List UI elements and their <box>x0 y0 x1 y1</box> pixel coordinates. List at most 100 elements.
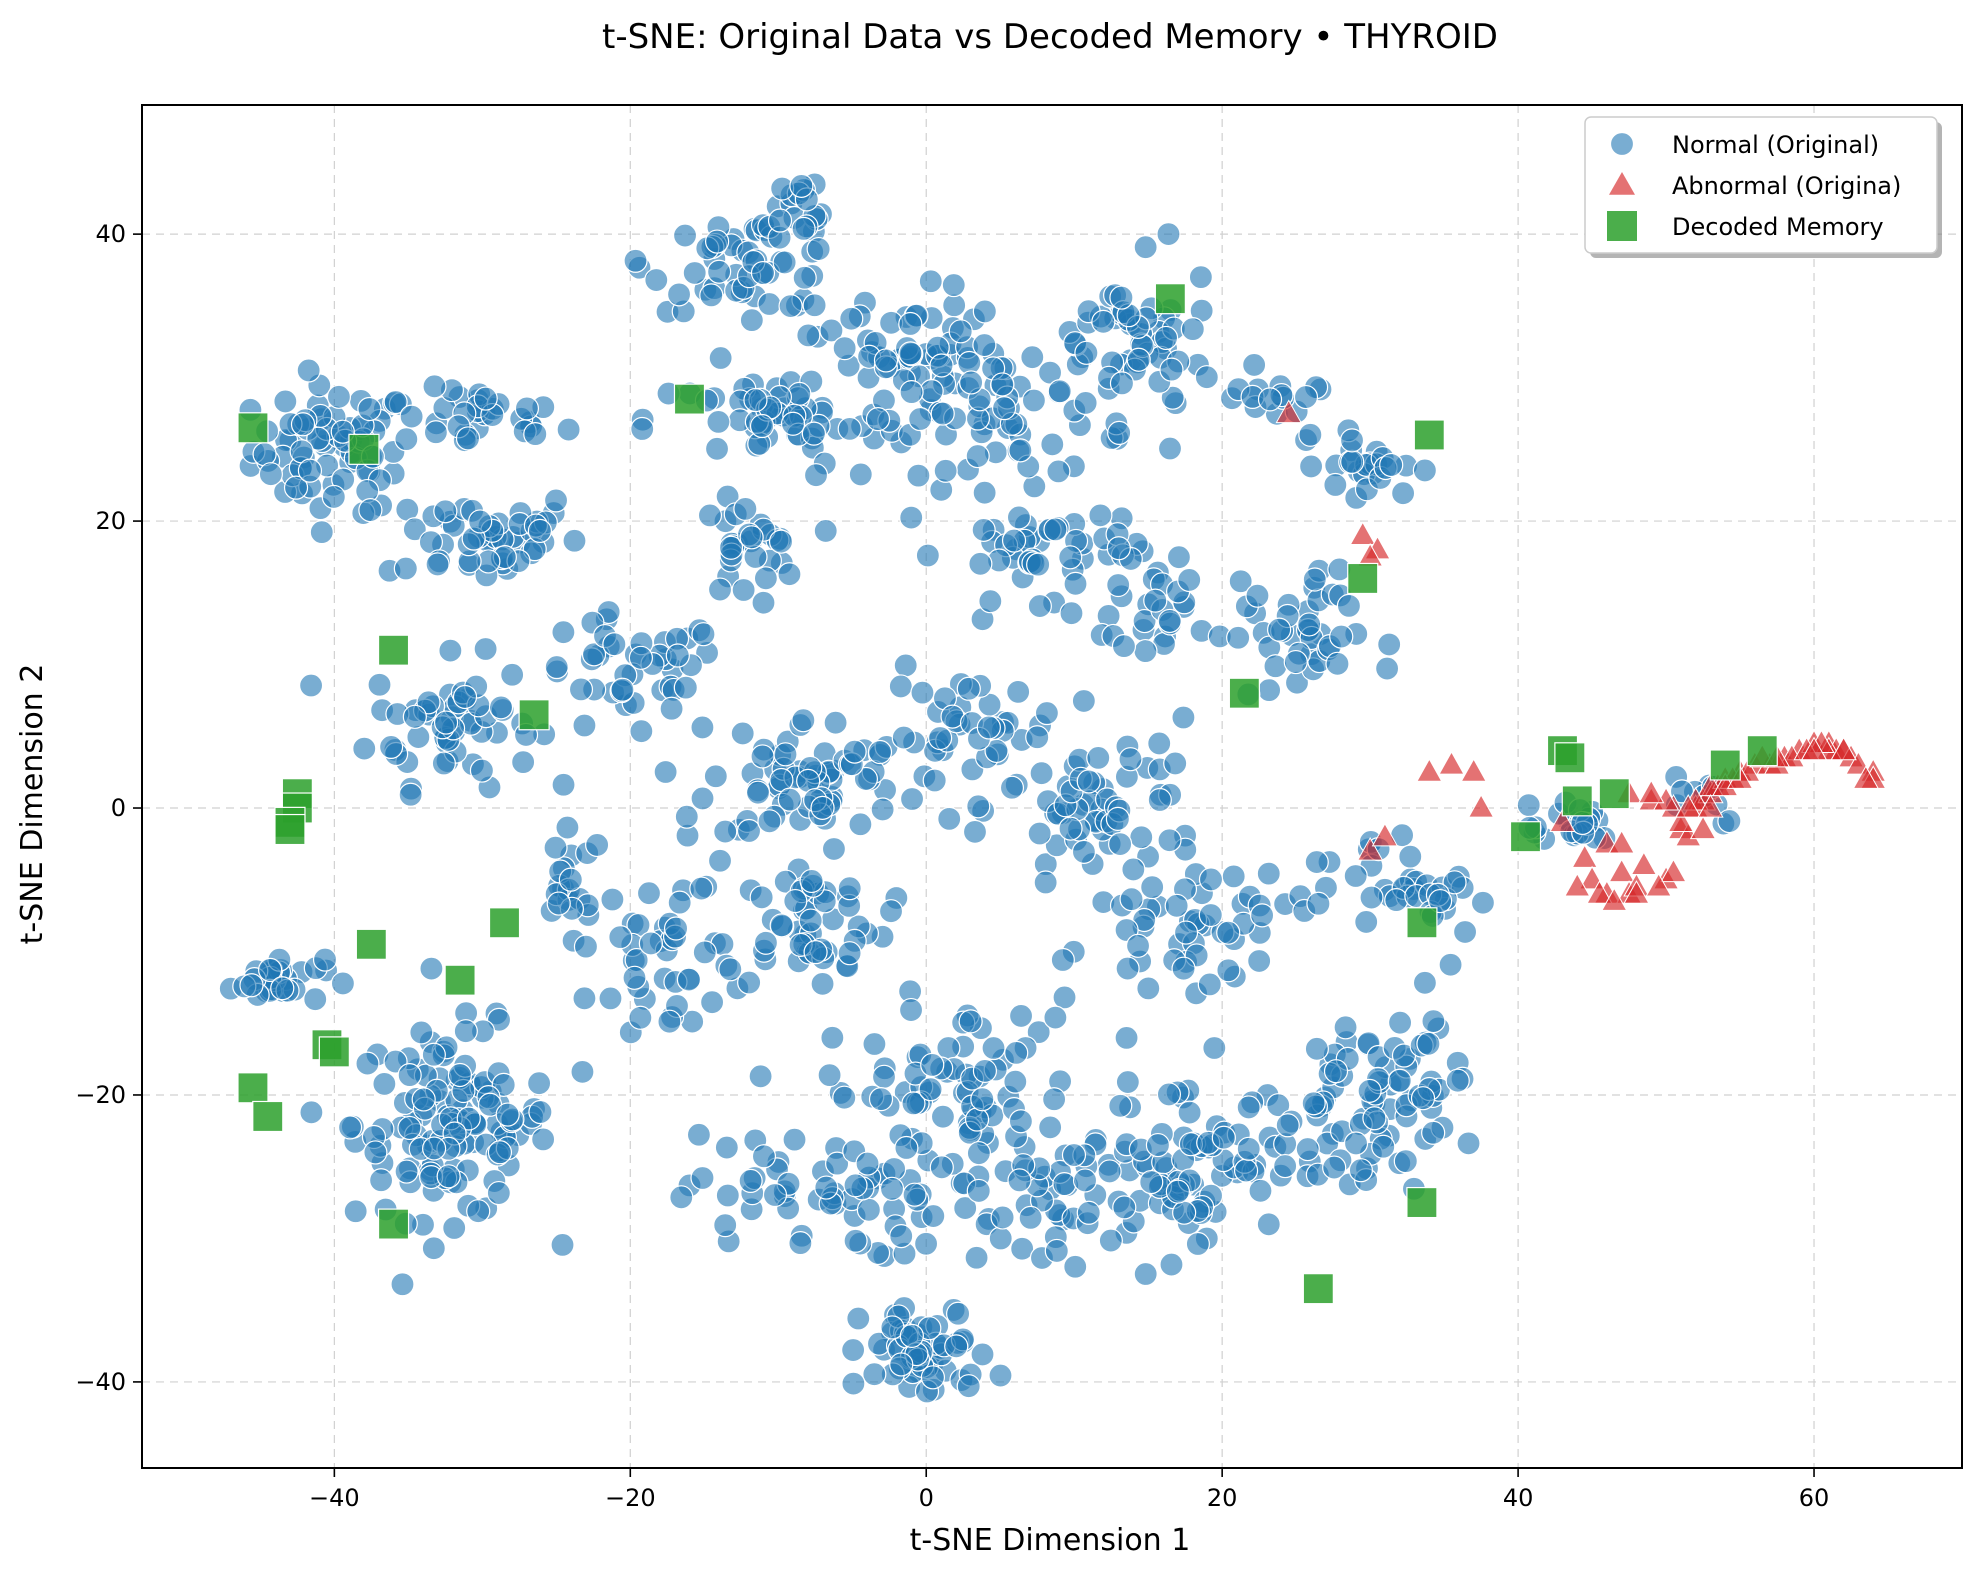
normal-point <box>1086 745 1111 771</box>
normal-point <box>487 1140 513 1165</box>
normal-point <box>1027 593 1052 619</box>
normal-point <box>543 835 568 860</box>
normal-point <box>1050 947 1075 973</box>
decoded-memory-point <box>1598 778 1630 810</box>
normal-point <box>1061 1142 1087 1168</box>
normal-point <box>879 1176 905 1201</box>
normal-point <box>894 1135 919 1161</box>
normal-point <box>718 957 743 982</box>
normal-point <box>930 401 955 426</box>
normal-point <box>819 318 844 343</box>
normal-point <box>837 941 862 966</box>
normal-point <box>984 738 1009 764</box>
normal-point <box>1010 1236 1035 1261</box>
normal-point <box>1180 317 1205 342</box>
normal-point <box>1293 384 1319 410</box>
normal-point <box>707 848 733 873</box>
normal-point <box>568 677 594 702</box>
normal-point <box>1076 1200 1101 1225</box>
normal-point <box>421 1042 446 1067</box>
normal-point <box>788 1231 813 1256</box>
abnormal-point <box>1630 851 1658 876</box>
normal-point <box>411 1087 436 1112</box>
normal-point <box>930 1104 956 1129</box>
normal-point <box>1098 1228 1123 1253</box>
x-tick-label: 0 <box>919 1484 934 1512</box>
normal-point <box>572 986 597 1011</box>
normal-point <box>419 956 444 981</box>
normal-point <box>1377 632 1402 657</box>
normal-point <box>870 797 895 822</box>
decoded-memory-point <box>518 699 550 731</box>
normal-point <box>1001 528 1027 553</box>
normal-point <box>1071 839 1097 864</box>
normal-point <box>737 970 762 995</box>
abnormal-point <box>1460 758 1487 782</box>
normal-point <box>570 1059 595 1084</box>
normal-point <box>1333 1015 1358 1040</box>
normal-point <box>990 372 1015 397</box>
normal-point <box>1021 388 1047 413</box>
normal-point <box>1097 1159 1122 1184</box>
normal-point <box>1020 345 1045 370</box>
decoded-memory-point <box>1709 749 1741 781</box>
normal-point <box>704 229 730 254</box>
normal-point <box>773 742 798 767</box>
normal-point <box>1362 1106 1387 1131</box>
normal-point <box>959 370 984 395</box>
normal-point <box>1008 1003 1034 1029</box>
normal-point <box>777 562 802 587</box>
normal-point <box>1233 1158 1259 1183</box>
abnormal-point <box>1349 521 1376 546</box>
normal-point <box>562 528 587 553</box>
normal-point <box>585 832 610 858</box>
normal-point <box>948 319 973 344</box>
normal-point <box>942 293 967 318</box>
normal-point <box>690 786 715 811</box>
normal-point <box>692 940 717 965</box>
normal-point <box>862 1362 887 1387</box>
abnormal-point <box>1601 887 1628 911</box>
normal-point <box>972 480 997 505</box>
normal-point <box>768 529 794 554</box>
normal-point <box>1121 857 1146 882</box>
normal-point <box>750 744 775 769</box>
normal-point <box>623 248 648 273</box>
normal-point <box>745 780 771 805</box>
normal-point <box>1115 956 1140 981</box>
normal-point <box>715 1183 740 1208</box>
normal-point <box>893 653 918 678</box>
normal-point <box>1071 688 1096 714</box>
normal-point <box>1125 933 1151 958</box>
abnormal-point <box>1800 736 1828 761</box>
normal-point <box>806 236 831 262</box>
abnormal-point <box>1623 880 1650 904</box>
normal-point <box>297 458 323 483</box>
normal-point <box>753 930 779 955</box>
normal-point <box>239 973 264 998</box>
normal-point <box>558 867 583 892</box>
decoded-memory-point <box>1347 562 1379 595</box>
normal-point <box>798 908 823 933</box>
normal-point <box>767 208 793 233</box>
normal-point <box>667 890 692 915</box>
normal-point <box>1393 1149 1418 1174</box>
normal-point <box>913 1231 939 1256</box>
decoded-memory-point <box>1413 419 1445 451</box>
normal-point <box>713 1213 738 1238</box>
normal-point <box>792 265 817 290</box>
x-tick-label: 40 <box>1503 1484 1534 1512</box>
normal-point <box>258 462 283 487</box>
x-tick-label: 60 <box>1799 1484 1830 1512</box>
normal-point <box>1129 825 1154 850</box>
normal-point <box>1249 903 1275 928</box>
decoded-memory-point <box>237 412 269 444</box>
abnormal-point <box>1830 736 1857 761</box>
normal-point <box>697 503 723 528</box>
y-tick-label: 0 <box>111 794 126 822</box>
normal-point <box>402 704 427 729</box>
normal-point <box>714 1135 739 1160</box>
normal-point <box>1105 806 1131 831</box>
normal-point <box>409 1020 434 1045</box>
normal-point <box>676 967 702 992</box>
